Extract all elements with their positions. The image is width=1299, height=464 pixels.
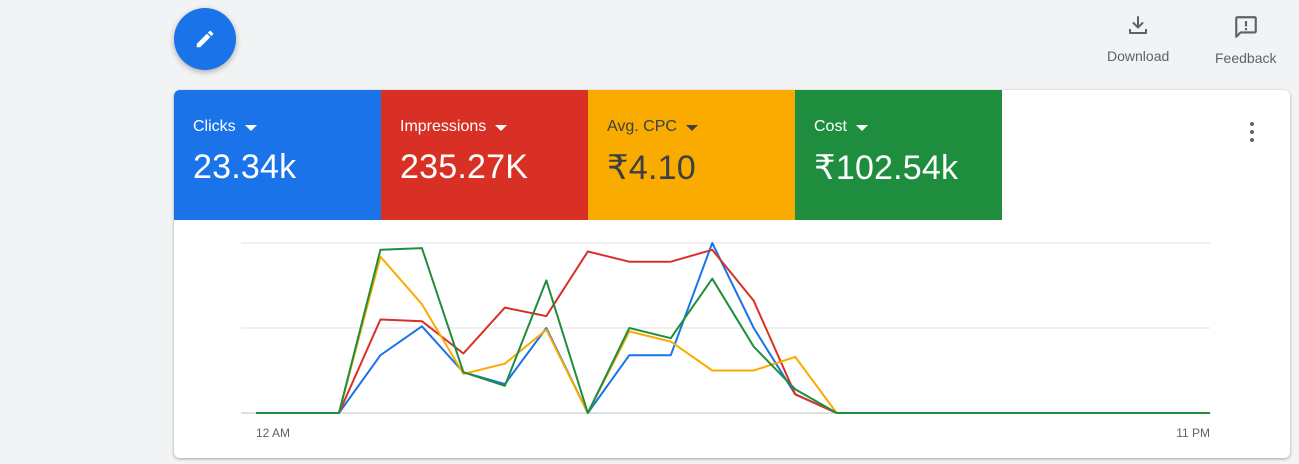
metric-value: 235.27K — [400, 148, 529, 186]
more-options-icon[interactable] — [1242, 120, 1262, 144]
caret-down-icon — [495, 125, 508, 131]
pencil-icon — [196, 30, 214, 48]
feedback-button[interactable]: Feedback — [1215, 14, 1276, 66]
metric-label: Impressions — [400, 118, 487, 135]
caret-down-icon — [244, 125, 257, 131]
download-icon — [1129, 16, 1148, 34]
metric-label: Avg. CPC — [607, 118, 677, 135]
metric-impressions[interactable]: Impressions 235.27K — [381, 90, 588, 220]
download-label: Download — [1107, 48, 1170, 64]
feedback-icon — [1234, 16, 1257, 38]
metric-avg-cpc[interactable]: Avg. CPC ₹4.10 — [588, 90, 795, 220]
download-button[interactable]: Download — [1107, 14, 1169, 64]
edit-button[interactable] — [174, 8, 236, 70]
metric-cost[interactable]: Cost ₹102.54k — [795, 90, 1002, 220]
metric-value: ₹102.54k — [814, 149, 959, 187]
metric-value: ₹4.10 — [607, 149, 696, 187]
series-line-2 — [256, 255, 1210, 414]
caret-down-icon — [685, 125, 698, 131]
metric-label: Cost — [814, 118, 847, 135]
caret-down-icon — [855, 125, 868, 131]
feedback-label: Feedback — [1215, 50, 1277, 66]
series-line-3 — [256, 247, 1210, 414]
metric-clicks[interactable]: Clicks 23.34k — [174, 90, 381, 220]
line-chart: 12 AM 11 PM — [241, 242, 1210, 440]
x-tick-label-1: 11 PM — [1176, 426, 1210, 440]
metric-label: Clicks — [193, 118, 236, 135]
performance-card: Clicks 23.34k Impressions 235.27K Avg. C… — [174, 90, 1290, 458]
x-tick-label-0: 12 AM — [256, 426, 290, 440]
series-line-1 — [256, 248, 1210, 414]
metric-value: 23.34k — [193, 148, 297, 186]
metric-tabs: Clicks 23.34k Impressions 235.27K Avg. C… — [174, 90, 1290, 220]
